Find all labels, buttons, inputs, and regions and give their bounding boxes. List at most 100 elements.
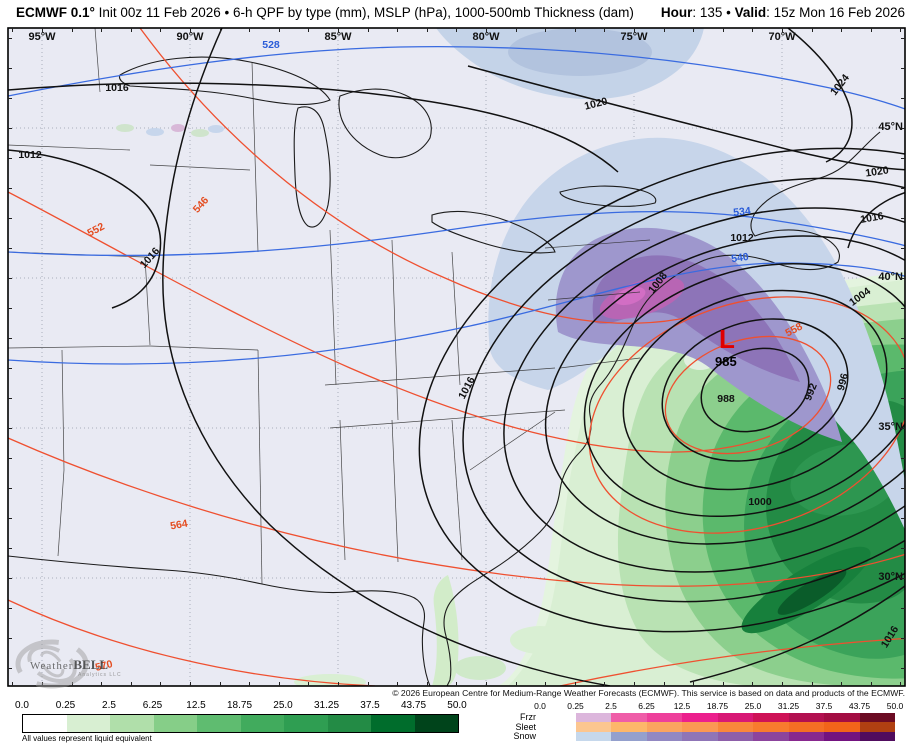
border-tick (901, 548, 905, 549)
border-tick (901, 248, 905, 249)
border-tick (12, 682, 14, 686)
border-tick (8, 158, 12, 159)
hour-value: 135 (699, 5, 723, 20)
border-tick (8, 308, 12, 309)
legend-color-cell (611, 731, 647, 742)
legend-color-cell (753, 722, 789, 732)
legend-tick-label: 0.25 (567, 701, 584, 711)
border-tick (8, 278, 12, 279)
rain-colorbar: 0.0 0.25 2.5 6.25 12.5 18.75 25.0 31.25 37.5 43.7… (0, 700, 470, 750)
legend-color-cell (753, 712, 789, 723)
border-tick (8, 218, 12, 219)
border-tick (693, 682, 695, 686)
logo-text-bell: BELL (73, 657, 109, 672)
legend-color-cell (788, 722, 824, 732)
legend-tick-label: 0.0 (534, 701, 546, 711)
border-tick (901, 368, 905, 369)
ptype-row-label: Sleet (515, 721, 536, 732)
legend-tick-label: 0.25 (55, 700, 76, 711)
border-tick (663, 28, 665, 32)
legend-tick-label: 25.0 (744, 701, 762, 711)
border-tick (160, 28, 162, 32)
border-tick (190, 682, 191, 686)
legend-color-cell (371, 715, 415, 732)
chart-title: ECMWF 0.1° Init 00z 11 Feb 2026 • 6-h QP… (16, 5, 634, 20)
border-tick (663, 682, 665, 686)
legend-color-cell (540, 731, 576, 742)
border-tick (426, 682, 428, 686)
contour-label: 1012 (730, 232, 754, 244)
legend-color-cell (23, 715, 67, 732)
border-tick (900, 682, 902, 686)
border-tick (8, 458, 12, 459)
border-tick (693, 28, 695, 32)
border-tick (901, 668, 905, 669)
border-tick (8, 578, 12, 579)
border-tick (219, 28, 221, 32)
border-tick (101, 28, 103, 32)
border-tick (901, 98, 905, 99)
legend-tick-label: 43.75 (400, 700, 427, 711)
border-tick (782, 682, 783, 686)
border-tick (8, 38, 12, 39)
border-tick (486, 682, 487, 686)
border-tick (308, 28, 310, 32)
valid-label: Valid (734, 5, 767, 20)
border-tick (8, 548, 12, 549)
border-tick (101, 682, 103, 686)
mid-sep: • (722, 5, 735, 20)
lon-label: 80°W (472, 31, 500, 43)
legend-color-cell (153, 715, 197, 732)
border-tick (338, 28, 339, 32)
legend-color-cell (859, 712, 895, 723)
border-tick (574, 28, 576, 32)
copyright-notice: © 2026 European Centre for Medium-Range … (392, 688, 905, 698)
legend-tick-label: 31.25 (313, 700, 340, 711)
lon-label: 90°W (176, 31, 204, 43)
border-tick (8, 518, 12, 519)
legend-color-cell (859, 722, 895, 732)
legend-color-cell (575, 731, 611, 742)
border-tick (900, 28, 902, 32)
border-tick (12, 28, 14, 32)
border-tick (8, 68, 12, 69)
legend-color-cell (611, 712, 647, 723)
mslp-contours (8, 28, 905, 686)
lon-label: 75°W (620, 31, 648, 43)
border-tick (901, 518, 905, 519)
liquid-equivalent-caption: All values represent liquid equivalent (22, 734, 152, 743)
legend-tick-label: 37.5 (360, 700, 380, 711)
legend-color-cell (646, 731, 682, 742)
legend-color-cell (540, 712, 576, 723)
model-name: ECMWF 0.1° (16, 5, 95, 20)
coastlines (8, 56, 881, 686)
legend-tick-label: 12.5 (673, 701, 691, 711)
border-tick (8, 128, 12, 129)
logo-text-weather: Weather (30, 660, 74, 672)
lat-label: 30°N (878, 571, 903, 583)
border-tick (901, 128, 905, 129)
border-tick (278, 682, 280, 686)
border-tick (486, 28, 487, 32)
legend-tick-label: 2.5 (102, 700, 116, 711)
border-tick (901, 638, 905, 639)
low-pressure-value: 985 (715, 354, 737, 369)
border-tick (515, 682, 517, 686)
border-tick (811, 28, 813, 32)
lon-label: 85°W (324, 31, 352, 43)
legend-color-cell (753, 731, 789, 742)
border-tick (752, 28, 754, 32)
contour-label: 1016 (105, 82, 129, 94)
legend-color-cell (646, 712, 682, 723)
border-tick (8, 248, 12, 249)
border-tick (901, 68, 905, 69)
ptype-row-label: Snow (513, 731, 536, 742)
border-tick (901, 458, 905, 459)
border-tick (367, 682, 369, 686)
legend-color-cell (824, 731, 860, 742)
border-tick (190, 28, 191, 32)
hour-sep: : (692, 5, 700, 20)
border-tick (71, 28, 73, 32)
